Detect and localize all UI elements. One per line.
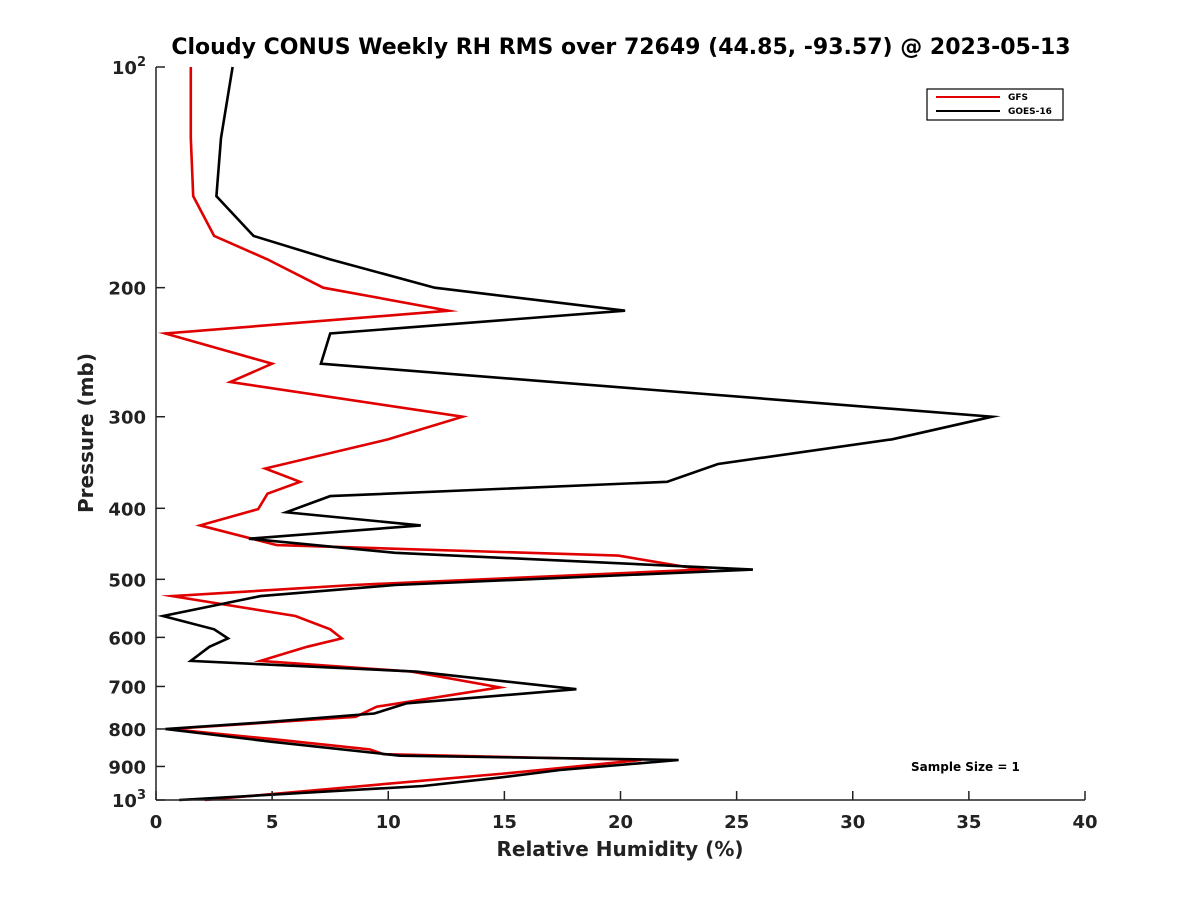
x-tick-label: 15: [492, 812, 517, 833]
y-tick-label: 900: [108, 757, 146, 778]
y-tick-label: 700: [108, 677, 146, 698]
legend-label-goes-16: GOES-16: [1008, 107, 1052, 117]
x-tick-label: 0: [150, 812, 163, 833]
y-axis-label: Pressure (mb): [74, 353, 98, 513]
x-tick-label: 5: [266, 812, 279, 833]
legend-label-gfs: GFS: [1008, 93, 1028, 103]
axes-layer: 0 5 10 15 20 25 30 35 40 102 200 300 400 500 600 700 800…: [108, 55, 1097, 833]
x-tick-label: 25: [724, 812, 749, 833]
sample-size-annotation: Sample Size = 1: [911, 760, 1020, 774]
plot-area: [156, 67, 1085, 800]
y-tick-label: 200: [108, 279, 146, 300]
legend: GFS GOES-16: [926, 88, 1064, 121]
x-tick-label: 35: [956, 812, 981, 833]
chart-title: Cloudy CONUS Weekly RH RMS over 72649 (4…: [171, 35, 1070, 60]
x-axis-label: Relative Humidity (%): [496, 837, 743, 861]
x-tick-label: 10: [376, 812, 401, 833]
series-line-goes-16: [157, 66, 1001, 802]
x-tick-label: 20: [608, 812, 633, 833]
legend-box: [926, 88, 1064, 121]
y-tick-label: 800: [108, 720, 146, 741]
y-tick-label: 500: [108, 570, 146, 591]
y-tick-label: 300: [108, 408, 146, 429]
y-tick-label: 102: [112, 55, 146, 79]
series-layer: [157, 66, 1001, 802]
y-tick-label: 600: [108, 628, 146, 649]
y-tick-label: 400: [108, 499, 146, 520]
series-line-gfs: [157, 67, 715, 802]
x-tick-label: 30: [840, 812, 865, 833]
y-tick-label: 103: [112, 788, 146, 812]
x-tick-label: 40: [1072, 812, 1097, 833]
